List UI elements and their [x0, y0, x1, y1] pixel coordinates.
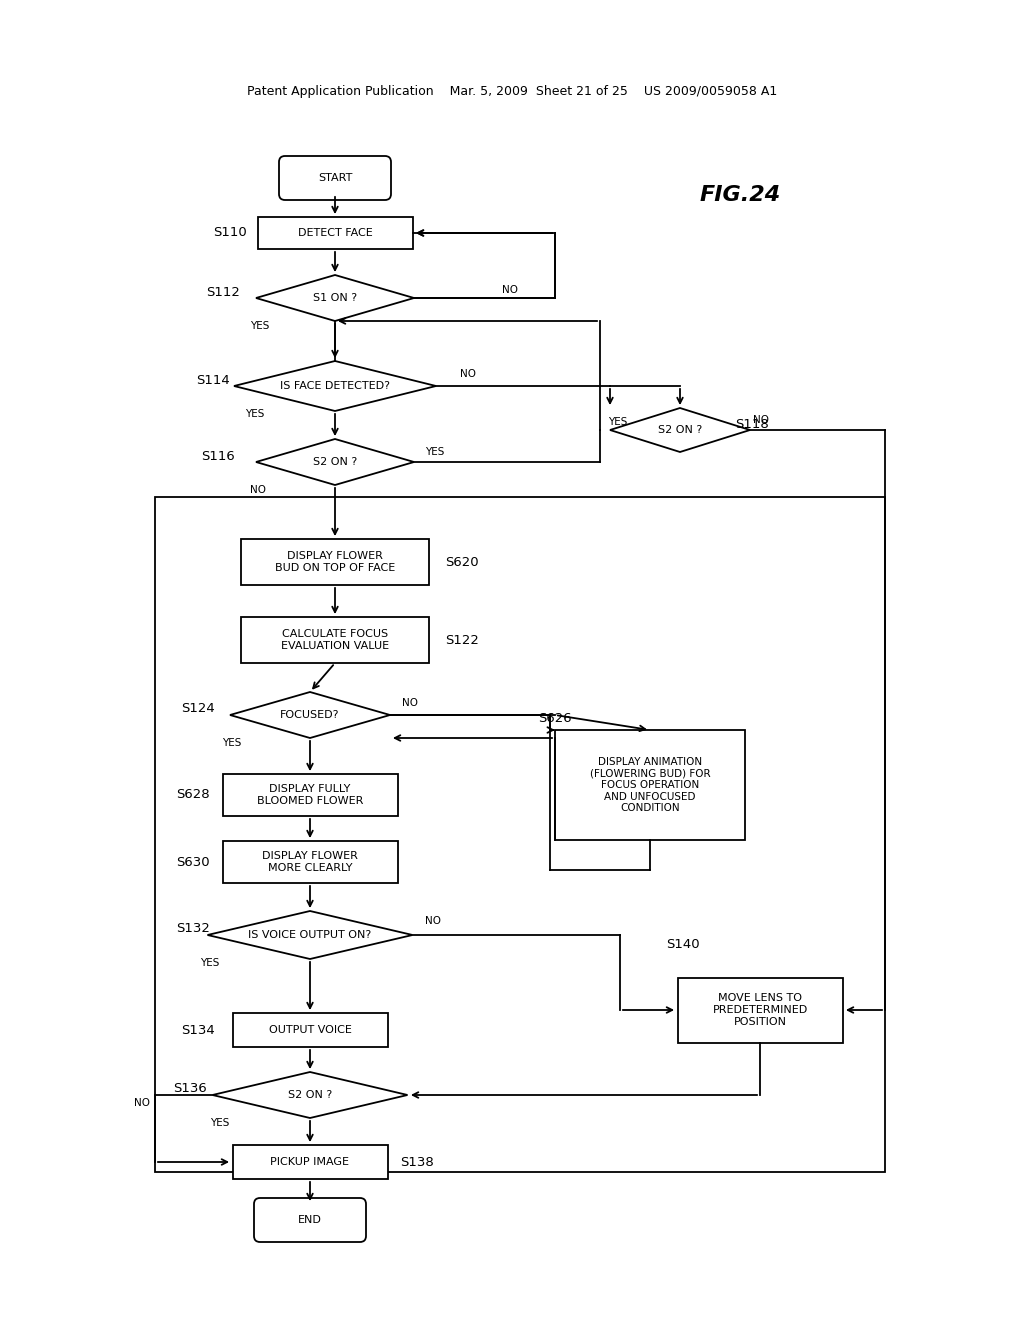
Text: YES: YES [210, 1118, 229, 1129]
Text: S138: S138 [400, 1155, 434, 1168]
Text: CALCULATE FOCUS
EVALUATION VALUE: CALCULATE FOCUS EVALUATION VALUE [281, 630, 389, 651]
Text: OUTPUT VOICE: OUTPUT VOICE [268, 1026, 351, 1035]
Text: S626: S626 [539, 711, 572, 725]
Text: S124: S124 [181, 702, 215, 715]
Text: S116: S116 [202, 450, 234, 462]
Polygon shape [208, 911, 413, 960]
Text: YES: YES [200, 958, 219, 968]
Text: NO: NO [402, 698, 418, 708]
Text: FIG.24: FIG.24 [700, 185, 781, 205]
FancyBboxPatch shape [257, 216, 413, 249]
Text: YES: YES [250, 321, 269, 331]
Text: START: START [317, 173, 352, 183]
Text: S2 ON ?: S2 ON ? [288, 1090, 332, 1100]
Text: YES: YES [608, 417, 628, 426]
Text: S118: S118 [735, 417, 769, 430]
FancyBboxPatch shape [222, 774, 397, 816]
Polygon shape [256, 440, 414, 484]
Polygon shape [256, 275, 414, 321]
FancyBboxPatch shape [279, 156, 391, 201]
Text: IS FACE DETECTED?: IS FACE DETECTED? [280, 381, 390, 391]
Text: S630: S630 [176, 855, 210, 869]
Text: S112: S112 [206, 285, 240, 298]
Text: DISPLAY FLOWER
MORE CLEARLY: DISPLAY FLOWER MORE CLEARLY [262, 851, 358, 873]
Text: YES: YES [222, 738, 242, 748]
Text: DETECT FACE: DETECT FACE [298, 228, 373, 238]
Text: S2 ON ?: S2 ON ? [657, 425, 702, 436]
Text: YES: YES [245, 409, 264, 418]
Text: S122: S122 [445, 634, 479, 647]
FancyBboxPatch shape [555, 730, 745, 840]
Text: DISPLAY FULLY
BLOOMED FLOWER: DISPLAY FULLY BLOOMED FLOWER [257, 784, 364, 805]
Text: S1 ON ?: S1 ON ? [313, 293, 357, 304]
Text: DISPLAY ANIMATION
(FLOWERING BUD) FOR
FOCUS OPERATION
AND UNFOCUSED
CONDITION: DISPLAY ANIMATION (FLOWERING BUD) FOR FO… [590, 756, 711, 813]
Text: S132: S132 [176, 923, 210, 936]
FancyBboxPatch shape [222, 841, 397, 883]
Text: S140: S140 [667, 939, 700, 952]
FancyBboxPatch shape [678, 978, 843, 1043]
Text: PICKUP IMAGE: PICKUP IMAGE [270, 1158, 349, 1167]
Polygon shape [213, 1072, 408, 1118]
Text: S620: S620 [445, 556, 478, 569]
Text: NO: NO [460, 370, 476, 379]
Text: DISPLAY FLOWER
BUD ON TOP OF FACE: DISPLAY FLOWER BUD ON TOP OF FACE [274, 552, 395, 573]
FancyBboxPatch shape [232, 1144, 387, 1179]
Text: YES: YES [425, 447, 444, 457]
FancyBboxPatch shape [232, 1012, 387, 1047]
Text: S134: S134 [181, 1023, 215, 1036]
Polygon shape [234, 360, 436, 411]
Text: S2 ON ?: S2 ON ? [313, 457, 357, 467]
Text: NO: NO [250, 484, 266, 495]
FancyBboxPatch shape [241, 616, 429, 663]
Text: END: END [298, 1214, 322, 1225]
Text: NO: NO [502, 285, 518, 294]
Text: S110: S110 [213, 227, 247, 239]
Text: Patent Application Publication    Mar. 5, 2009  Sheet 21 of 25    US 2009/005905: Patent Application Publication Mar. 5, 2… [247, 86, 777, 99]
Text: S136: S136 [173, 1082, 207, 1096]
Polygon shape [230, 692, 390, 738]
Text: S114: S114 [197, 374, 230, 387]
Text: NO: NO [134, 1098, 150, 1107]
Text: FOCUSED?: FOCUSED? [281, 710, 340, 719]
Polygon shape [610, 408, 750, 451]
Text: NO: NO [753, 414, 769, 425]
Text: MOVE LENS TO
PREDETERMINED
POSITION: MOVE LENS TO PREDETERMINED POSITION [713, 994, 808, 1027]
Text: IS VOICE OUTPUT ON?: IS VOICE OUTPUT ON? [249, 931, 372, 940]
Text: S628: S628 [176, 788, 210, 801]
FancyBboxPatch shape [241, 539, 429, 585]
Text: NO: NO [425, 916, 441, 927]
FancyBboxPatch shape [254, 1199, 366, 1242]
